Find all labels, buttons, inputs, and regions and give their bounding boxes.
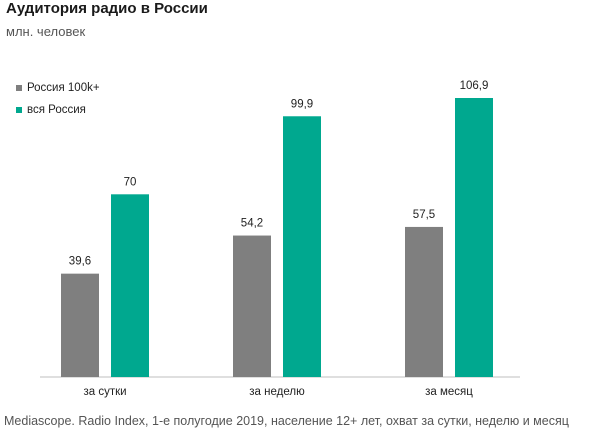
data-label-series-2-cat-2: 99,9 <box>291 98 313 110</box>
data-label-series-1-cat-3: 57,5 <box>413 209 435 221</box>
data-label-series-1-cat-2: 54,2 <box>241 218 263 230</box>
chart-title: Аудитория радио в России <box>6 0 208 17</box>
category-label-1: за сутки <box>83 386 126 398</box>
bar-series-1-cat-2 <box>233 235 271 377</box>
category-label-3: за месяц <box>425 386 473 398</box>
bar-series-2-cat-2 <box>283 116 321 377</box>
category-label-2: за неделю <box>249 386 305 398</box>
source-note: Mediascope. Radio Index, 1-е полугодие 2… <box>4 414 569 428</box>
chart-subtitle: млн. человек <box>6 24 86 39</box>
data-label-series-1-cat-1: 39,6 <box>69 256 91 268</box>
data-label-series-2-cat-1: 70 <box>124 176 137 188</box>
legend-label-series-2: вся Россия <box>27 104 86 116</box>
data-label-series-2-cat-3: 106,9 <box>460 80 489 92</box>
bar-series-1-cat-1 <box>61 273 99 377</box>
legend-swatch-series-2 <box>16 107 22 113</box>
legend-item-series-1: Россия 100k+ <box>16 77 100 99</box>
bar-series-1-cat-3 <box>405 226 443 377</box>
legend: Россия 100k+ вся Россия <box>16 77 100 121</box>
legend-swatch-series-1 <box>16 85 22 91</box>
legend-item-series-2: вся Россия <box>16 99 100 121</box>
bar-series-2-cat-3 <box>455 98 493 377</box>
bar-series-2-cat-1 <box>111 194 149 377</box>
legend-label-series-1: Россия 100k+ <box>27 82 100 94</box>
